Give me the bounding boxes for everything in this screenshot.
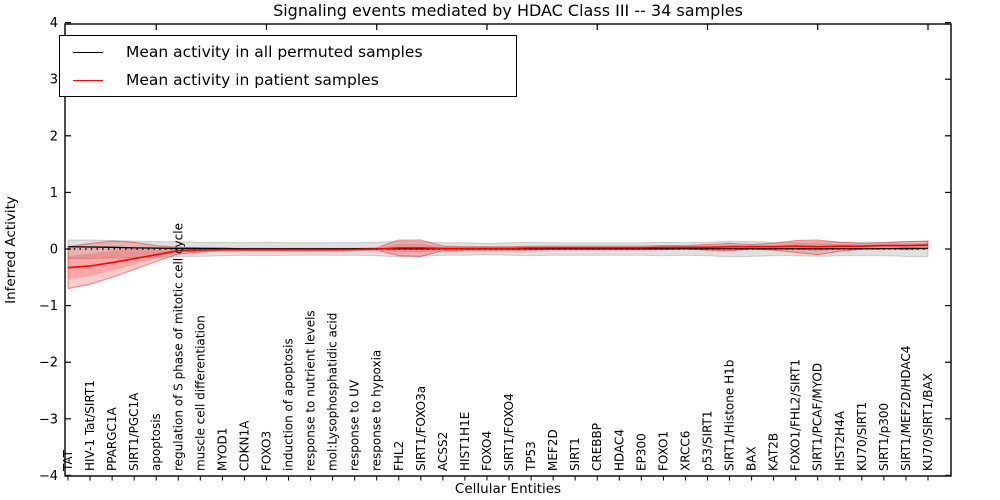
x-category-label: TP53 [524,441,538,472]
x-category-label: HDAC4 [612,429,626,471]
x-category-label: HIST2H4A [833,410,847,471]
x-category-label: SIRT1/PCAF/MYOD [811,363,825,471]
y-tick-label: −2 [39,356,58,371]
x-category-label: response to hypoxia [370,350,384,471]
x-category-label: FOXO4 [480,431,494,471]
y-tick-label: 4 [50,16,58,31]
x-category-label: TAT [61,449,75,472]
x-category-label: HIV-1 Tat/SIRT1 [83,380,97,471]
plot-border [64,23,952,477]
x-category-label: PPARGC1A [105,406,119,471]
x-axis-label: Cellular Entities [454,481,562,497]
y-axis-label: Inferred Activity [3,196,19,304]
x-category-label: regulation of S phase of mitotic cell cy… [171,223,185,471]
x-category-label: XRCC6 [678,431,692,471]
legend-label-patient: Mean activity in patient samples [126,71,379,89]
y-tick-label: 2 [50,129,58,144]
x-category-label: apoptosis [149,413,163,471]
legend-entry-permuted: Mean activity in all permuted samples [60,38,516,66]
y-tick-label: −4 [39,469,58,484]
x-category-label: SIRT1/Histone H1b [723,360,737,471]
x-category-label: mol:Lysophosphatidic acid [326,313,340,471]
chart-title: Signaling events mediated by HDAC Class … [273,1,743,20]
patient-mean-line [67,244,929,269]
y-tick-label: 0 [50,243,58,258]
x-category-label: ACSS2 [436,432,450,471]
x-category-label: KU70/SIRT1 [855,402,869,471]
x-category-label: KAT2B [767,433,781,471]
y-tick-label: 3 [50,73,58,88]
x-category-label: CREBBP [590,423,604,471]
x-category-label: SIRT1/FOXO4 [502,393,516,471]
x-category-label: FHL2 [392,441,406,471]
y-tick-label: −1 [39,299,58,314]
legend-box: Mean activity in all permuted samples Me… [59,35,517,97]
x-category-label: KU70/SIRT1/BAX [921,373,935,471]
legend-label-permuted: Mean activity in all permuted samples [126,43,423,61]
x-category-label: induction of apoptosis [282,338,296,471]
x-category-label: MYOD1 [215,428,229,471]
x-category-label: p53/SIRT1 [700,410,714,471]
x-category-label: BAX [745,446,759,471]
y-tick-label: −3 [39,412,58,427]
x-category-label: response to nutrient levels [304,310,318,471]
x-category-label: FOXO3 [259,431,273,471]
y-tick-label: 1 [50,186,58,201]
x-category-label: EP300 [634,433,648,471]
legend-entry-patient: Mean activity in patient samples [60,66,516,94]
x-category-label: SIRT1/FOXO3a [414,386,428,471]
x-category-label: FOXO1/FHL2/SIRT1 [789,359,803,471]
patient-line-sample [73,79,103,81]
x-category-label: CDKN1A [237,420,251,471]
x-category-label: response to UV [348,379,362,471]
x-category-label: SIRT1/MEF2D/HDAC4 [899,346,913,471]
x-category-label: HIST1H1E [458,412,472,471]
permuted-line-sample [73,51,103,53]
x-category-label: SIRT1/PGC1A [127,392,141,471]
x-category-label: SIRT1/p300 [877,403,891,471]
x-category-label: FOXO1 [656,431,670,471]
x-category-label: SIRT1 [568,437,582,471]
x-category-label: muscle cell differentiation [193,315,207,471]
x-category-label: MEF2D [546,429,560,471]
